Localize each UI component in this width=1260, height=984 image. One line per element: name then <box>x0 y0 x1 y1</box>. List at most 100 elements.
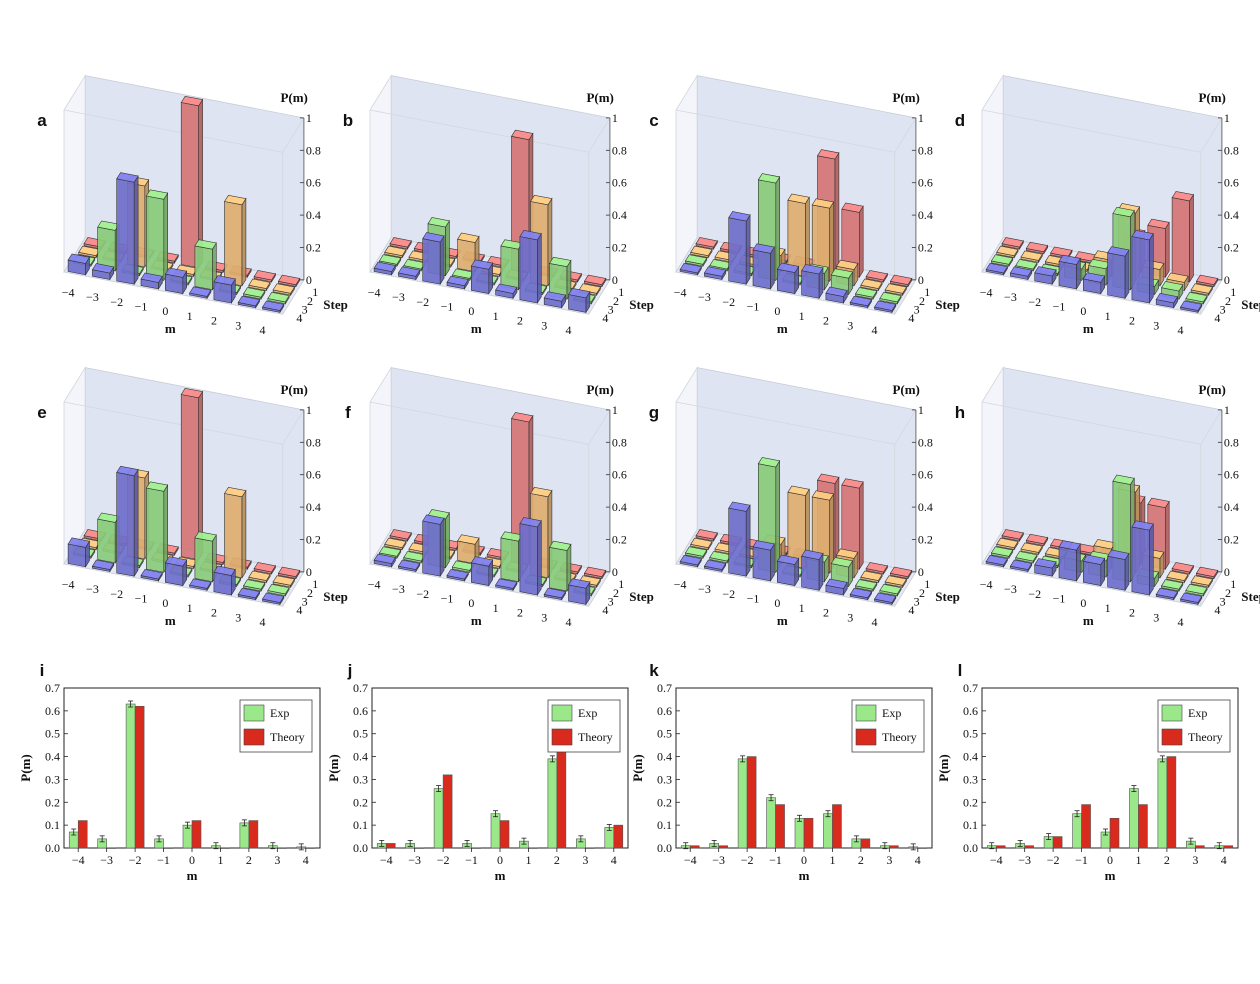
bar-top-face <box>446 569 469 580</box>
bar-step4-m0 <box>1082 272 1106 295</box>
m-tick-label: 1 <box>799 601 805 615</box>
exp-bar-1 <box>1129 788 1139 849</box>
m-tick-label: 1 <box>493 601 499 615</box>
x-tick-label: −3 <box>408 853 421 867</box>
bar-top-face <box>549 256 572 268</box>
bar-front-face <box>1083 560 1102 586</box>
x-tick-label: −4 <box>684 853 697 867</box>
bar-top-face <box>996 245 1019 257</box>
z-tick-label: 1 <box>306 403 312 417</box>
bar-step1-m-4 <box>695 529 718 543</box>
bar-step4-m3 <box>849 295 873 309</box>
m-tick-label: −3 <box>1004 582 1017 596</box>
bar-step1-m4 <box>583 566 607 580</box>
bar-top-face <box>389 237 412 248</box>
bar-step1-m0 <box>180 95 204 269</box>
bar-step1-m4 <box>889 566 913 580</box>
z-tick-label: 0.6 <box>1224 468 1239 482</box>
m-tick-label: −3 <box>698 290 711 304</box>
z-tick-label: 0.8 <box>918 143 933 157</box>
bar-top-face <box>277 566 301 578</box>
bar-step3-m-1 <box>145 481 169 574</box>
bar-step4-m1 <box>801 549 824 592</box>
step-tick-label: 4 <box>296 311 302 325</box>
m-tick-label: −3 <box>1004 290 1017 304</box>
bar-step4-m3 <box>543 291 567 309</box>
theory-bar-3 <box>585 847 595 849</box>
x-tick-label: 4 <box>611 853 617 867</box>
bar-top-face <box>690 537 713 549</box>
m-tick-label: 4 <box>566 323 572 337</box>
bar-top-face <box>1112 206 1135 218</box>
m-tick-label: 2 <box>1129 606 1135 620</box>
bar-top-face <box>1195 274 1219 286</box>
bar-step3-m-4 <box>990 254 1014 268</box>
bar-step1-m0 <box>180 387 204 561</box>
bar-top-face <box>262 592 285 603</box>
bar-front-face <box>180 102 199 269</box>
m-tick-label: −1 <box>747 299 760 313</box>
bar-top-face <box>543 291 567 302</box>
m-tick-label: −1 <box>441 299 454 313</box>
bar-front-face <box>1131 236 1150 304</box>
y-tick-label: 0.7 <box>45 681 60 695</box>
bar-step3-m-3 <box>97 220 120 272</box>
bar-top-face <box>776 262 800 273</box>
bar-side-face <box>537 232 542 305</box>
legend-exp-swatch <box>243 704 265 722</box>
bar-top-face <box>830 268 854 279</box>
panel-l: 0.0 0.1 0.2 0.3 0.4 0.5 0.6 0.7 P(m) −4 −3 −2 −1 0 1 2 3… <box>936 661 1239 883</box>
bar-top-face <box>1112 474 1135 485</box>
step-tick-label: 1 <box>1230 577 1236 591</box>
bar-top-face <box>836 259 859 270</box>
m-tick-label: 1 <box>187 601 193 615</box>
bar-step1-m-4 <box>389 529 412 543</box>
bar-top-face <box>457 534 480 545</box>
bar-front-face <box>801 555 820 591</box>
bar-front-face <box>500 537 519 583</box>
bar-top-face <box>180 95 204 107</box>
z-tick-label: 1 <box>1224 403 1230 417</box>
m-axis-label: m <box>165 321 176 336</box>
bar-top-face <box>849 295 873 307</box>
bar-step4-m-4 <box>985 554 1008 568</box>
bar-front-face <box>146 487 165 573</box>
bar-top-face <box>860 570 883 581</box>
bar-top-face <box>865 562 888 573</box>
bar-step3-m1 <box>500 531 523 583</box>
step-tick-label: 2 <box>1225 586 1231 600</box>
bar-side-face <box>133 468 139 578</box>
bar-top-face <box>422 514 445 525</box>
bar-front-face <box>213 571 232 596</box>
bar-step4-m4 <box>874 300 897 314</box>
bar-top-face <box>817 149 840 160</box>
box-edge <box>981 401 1223 445</box>
m-tick-label: 2 <box>517 314 523 328</box>
bar-step2-m1 <box>811 490 835 575</box>
bar-top-face <box>116 172 139 183</box>
bar-top-face <box>164 556 188 567</box>
bar-top-face <box>243 579 266 590</box>
m-tick-label: −3 <box>86 582 99 596</box>
theory-bar-2 <box>1166 756 1177 849</box>
step-tick-label: 1 <box>1230 285 1236 299</box>
bar-step4-m-2 <box>728 211 751 286</box>
bar-top-face <box>1034 266 1057 277</box>
box-edge <box>63 401 305 445</box>
bar-side-face <box>439 517 445 578</box>
bar-side-face <box>133 174 139 286</box>
legend-theory-swatch <box>855 728 877 746</box>
z-tick-label: 1 <box>918 111 924 125</box>
bar-top-face <box>787 193 810 204</box>
bar-side-face <box>859 205 864 279</box>
step-tick-label: 2 <box>307 294 313 308</box>
x-tick-label: 0 <box>497 853 503 867</box>
bar-step2-m-3 <box>1020 542 1043 556</box>
m-tick-label: −2 <box>110 295 123 309</box>
bar-front-face <box>1058 260 1077 290</box>
theory-bar-−1 <box>471 847 481 849</box>
step-tick-label: 4 <box>1214 311 1220 325</box>
bar-top-face <box>752 540 775 551</box>
bar-top-face <box>684 254 708 265</box>
bar-step4-m1 <box>189 578 212 592</box>
